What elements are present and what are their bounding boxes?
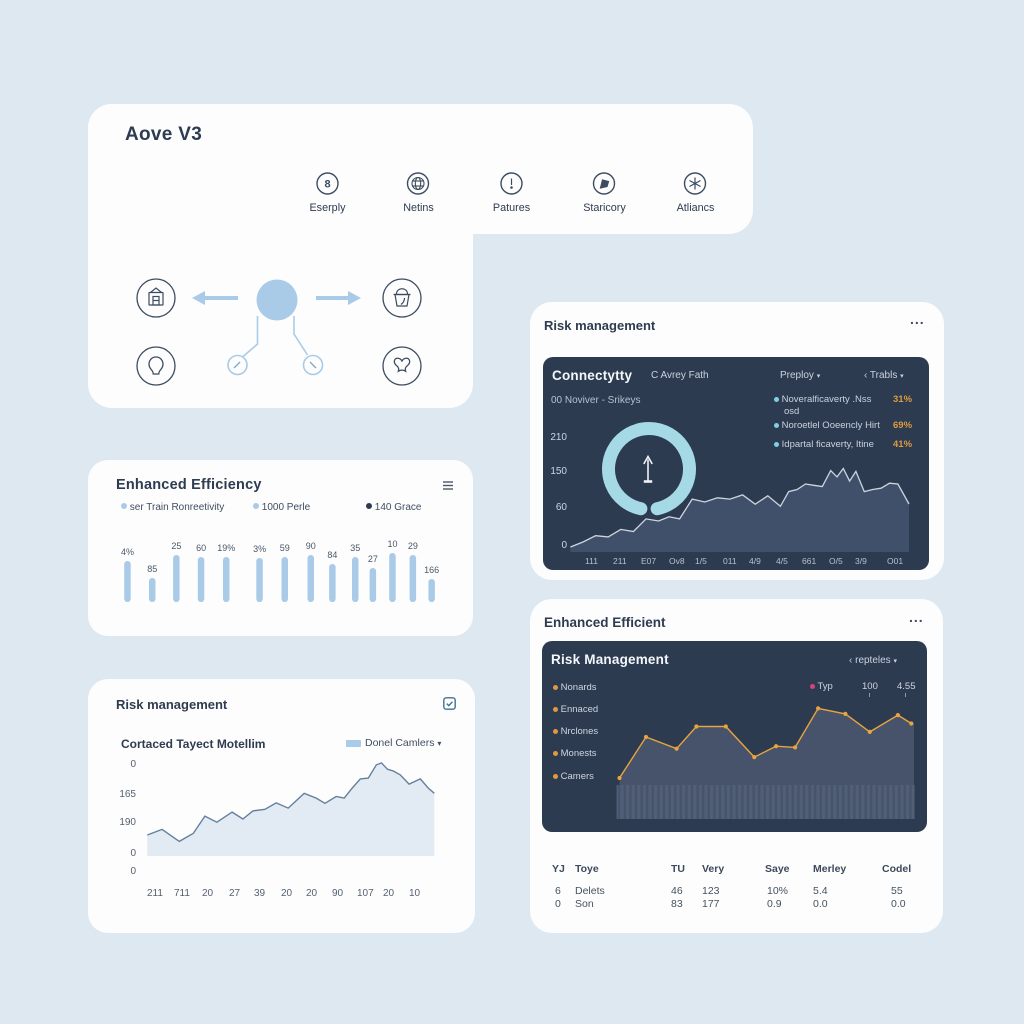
- svg-text:35: 35: [350, 543, 360, 553]
- svg-text:8: 8: [324, 179, 330, 191]
- svg-text:19%: 19%: [217, 543, 235, 553]
- svg-text:59: 59: [280, 543, 290, 553]
- svg-text:4%: 4%: [121, 547, 134, 557]
- svg-text:27: 27: [368, 554, 378, 564]
- svg-text:3%: 3%: [253, 544, 266, 554]
- svg-text:166: 166: [424, 565, 439, 575]
- svg-text:29: 29: [408, 541, 418, 551]
- svg-text:60: 60: [196, 543, 206, 553]
- svg-text:85: 85: [147, 564, 157, 574]
- svg-text:10: 10: [387, 539, 397, 549]
- svg-text:25: 25: [171, 541, 181, 551]
- svg-text:84: 84: [327, 550, 337, 560]
- svg-text:90: 90: [306, 541, 316, 551]
